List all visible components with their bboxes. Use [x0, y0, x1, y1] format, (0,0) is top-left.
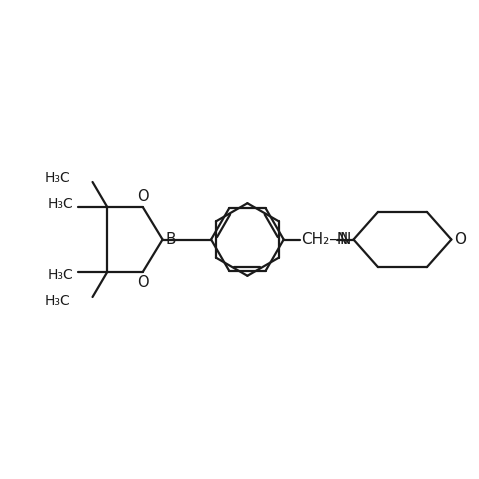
Text: N: N: [339, 232, 351, 247]
Text: O: O: [137, 275, 148, 290]
Text: H₃C: H₃C: [48, 268, 74, 282]
Text: H₃C: H₃C: [45, 294, 71, 308]
Text: B: B: [166, 232, 176, 247]
Text: H₃C: H₃C: [48, 197, 74, 211]
Text: H₃C: H₃C: [45, 171, 71, 185]
Text: O: O: [137, 189, 148, 204]
Text: O: O: [454, 232, 466, 247]
Text: CH₂–N: CH₂–N: [301, 232, 349, 247]
